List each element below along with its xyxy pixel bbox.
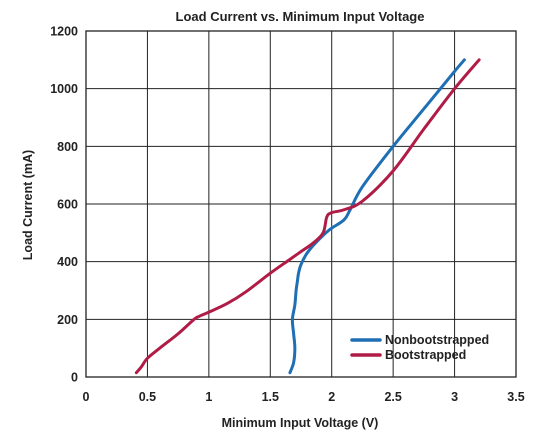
x-tick-label: 1 xyxy=(205,390,212,404)
series-line-bootstrapped xyxy=(134,58,481,375)
chart-title: Load Current vs. Minimum Input Voltage xyxy=(176,9,425,24)
y-tick-label: 800 xyxy=(57,140,78,154)
x-tick-label: 3 xyxy=(451,390,458,404)
grid xyxy=(85,30,517,378)
series-group xyxy=(134,58,481,375)
x-tick-label: 2.5 xyxy=(384,390,401,404)
legend-label-bootstrapped: Bootstrapped xyxy=(385,348,466,362)
y-tick-label: 600 xyxy=(57,198,78,212)
y-tick-label: 0 xyxy=(71,371,78,385)
x-tick-label: 2 xyxy=(328,390,335,404)
plot-frame xyxy=(85,30,517,378)
y-tick-label: 200 xyxy=(57,313,78,327)
x-tick-label: 0.5 xyxy=(139,390,156,404)
y-axis-label: Load Current (mA) xyxy=(21,150,35,260)
y-tick-label: 1200 xyxy=(50,25,78,39)
tick-labels: 0 0.5 1 1.5 2 2.5 3 3.5 0 200 400 600 800 1000 1200 xyxy=(50,25,525,405)
x-tick-label: 1.5 xyxy=(262,390,279,404)
y-tick-label: 400 xyxy=(57,255,78,269)
x-tick-label: 0 xyxy=(83,390,90,404)
legend: Nonbootstrapped Bootstrapped xyxy=(350,333,489,362)
x-tick-label: 3.5 xyxy=(507,390,524,404)
series-line-nonbootstrapped xyxy=(288,58,466,375)
y-tick-label: 1000 xyxy=(50,82,78,96)
x-axis-label: Minimum Input Voltage (V) xyxy=(222,416,379,430)
legend-label-nonbootstrapped: Nonbootstrapped xyxy=(385,333,489,347)
